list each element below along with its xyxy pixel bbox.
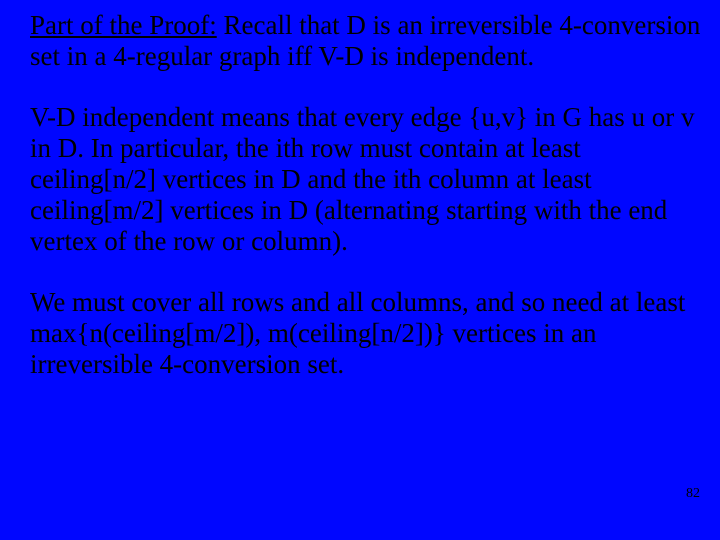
proof-paragraph-3: We must cover all rows and all columns, … [30, 287, 702, 380]
proof-paragraph-2: V-D independent means that every edge {u… [30, 102, 702, 257]
proof-paragraph-1: Part of the Proof: Recall that D is an i… [30, 10, 702, 72]
page-number: 82 [686, 486, 700, 502]
proof-label: Part of the Proof: [30, 10, 217, 40]
